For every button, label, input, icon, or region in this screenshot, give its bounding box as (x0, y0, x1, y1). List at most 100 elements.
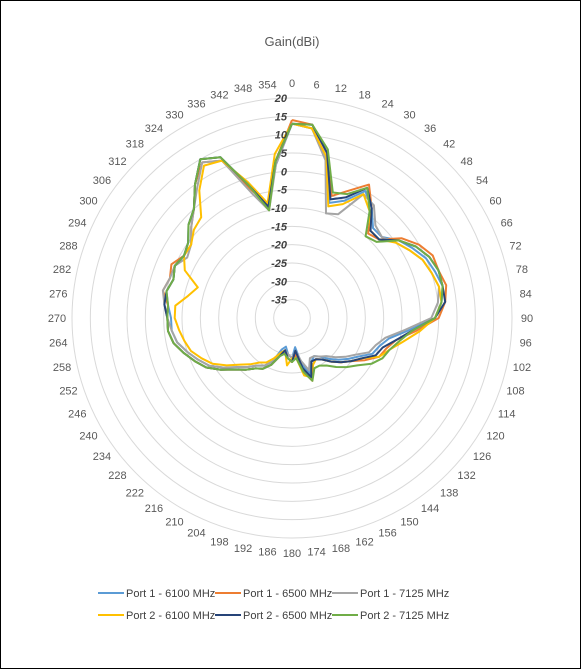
legend-label: Port 1 - 7125 MHz (360, 588, 449, 600)
radial-tick-label: -35 (271, 295, 288, 307)
grid-ring (71, 97, 513, 539)
radial-tick-label: 10 (275, 130, 288, 142)
angular-tick-label: 102 (513, 362, 531, 374)
radial-tick-label: 20 (274, 93, 288, 105)
angular-tick-label: 96 (520, 338, 532, 350)
angular-tick-label: 306 (93, 175, 111, 187)
angular-tick-label: 300 (79, 196, 97, 208)
angular-tick-label: 282 (53, 264, 71, 276)
radial-tick-label: 0 (281, 166, 288, 178)
angular-tick-label: 288 (59, 240, 77, 252)
angular-tick-label: 204 (187, 528, 205, 540)
angular-tick-label: 258 (53, 362, 71, 374)
radial-tick-label: -10 (271, 203, 288, 215)
grid-ring (199, 225, 385, 411)
angular-tick-label: 348 (234, 83, 252, 95)
angular-tick-label: 354 (258, 79, 276, 91)
angular-tick-label: 156 (378, 528, 396, 540)
angular-tick-label: 318 (126, 138, 144, 150)
angular-tick-label: 6 (314, 79, 320, 91)
radial-tick-label: 5 (281, 148, 288, 160)
grid-ring (181, 207, 403, 429)
radial-tick-label: -30 (271, 276, 288, 288)
legend: Port 1 - 6100 MHz Port 1 - 6500 MHz Port 1… (98, 588, 449, 622)
legend-label: Port 1 - 6500 MHz (243, 588, 332, 600)
angular-tick-label: 0 (289, 78, 295, 90)
angular-tick-label: 342 (210, 90, 228, 102)
legend-label: Port 2 - 7125 MHz (360, 610, 449, 622)
angular-tick-label: 246 (68, 409, 86, 421)
angular-tick-label: 228 (108, 470, 126, 482)
radial-tick-label: -25 (271, 258, 288, 270)
angular-tick-label: 180 (283, 548, 301, 560)
angular-tick-label: 114 (498, 409, 516, 421)
angular-tick-label: 126 (473, 451, 491, 463)
legend-label: Port 2 - 6100 MHz (126, 610, 215, 622)
angular-tick-label: 42 (443, 138, 455, 150)
angular-tick-label: 240 (79, 431, 97, 443)
angular-tick-label: 162 (355, 537, 373, 549)
grid-ring (218, 244, 366, 392)
angular-tick-label: 30 (403, 110, 415, 122)
angular-tick-label: 216 (145, 503, 163, 515)
angular-tick-label: 150 (400, 517, 418, 529)
angular-tick-label: 12 (335, 83, 347, 95)
grid-ring (144, 170, 440, 466)
angular-tick-label: 324 (145, 123, 163, 135)
legend-label: Port 2 - 6500 MHz (243, 610, 332, 622)
angular-tick-label: 18 (358, 90, 370, 102)
angular-tick-label: 330 (165, 110, 183, 122)
radial-tick-label: -20 (271, 240, 288, 252)
grid-ring (108, 134, 476, 502)
angular-tick-label: 186 (258, 547, 276, 559)
angular-tick-label: 336 (187, 98, 205, 110)
chart-title: Gain(dBi) (265, 34, 320, 49)
angular-tick-label: 108 (506, 386, 524, 398)
angular-tick-label: 24 (381, 98, 393, 110)
angular-tick-label: 192 (234, 543, 252, 555)
grid-ring (89, 115, 495, 521)
radial-tick-label: 15 (275, 111, 288, 123)
angular-tick-label: 222 (126, 488, 144, 500)
angular-tick-label: 78 (516, 264, 528, 276)
series-line-3 (161, 122, 440, 372)
angular-tick-label: 132 (457, 470, 475, 482)
angular-tick-label: 210 (165, 517, 183, 529)
series-line-6 (165, 122, 444, 382)
angular-tick-label: 54 (476, 175, 488, 187)
grid-ring (273, 299, 311, 337)
angular-tick-label: 120 (486, 431, 504, 443)
grid-ring (126, 152, 458, 484)
angular-tick-label: 294 (68, 217, 86, 229)
angular-tick-label: 90 (521, 313, 533, 325)
angular-tick-label: 174 (307, 547, 325, 559)
grid-ring (236, 262, 348, 374)
angular-tick-label: 198 (210, 537, 228, 549)
grid-ring (163, 189, 421, 447)
angular-tick-label: 60 (489, 196, 501, 208)
angular-tick-label: 72 (509, 240, 521, 252)
angular-tick-label: 36 (424, 123, 436, 135)
angular-tick-label: 66 (501, 217, 513, 229)
polar-grid (71, 97, 513, 539)
grid-ring (254, 280, 330, 356)
angular-tick-label: 264 (49, 338, 67, 350)
radial-tick-label: -15 (271, 221, 288, 233)
angular-tick-label: 234 (93, 451, 111, 463)
angular-tick-label: 312 (108, 156, 126, 168)
angular-tick-label: 276 (49, 288, 67, 300)
legend-label: Port 1 - 6100 MHz (126, 588, 215, 600)
angular-tick-label: 168 (332, 543, 350, 555)
angular-tick-label: 84 (520, 288, 532, 300)
angular-tick-label: 138 (440, 488, 458, 500)
angular-tick-label: 48 (460, 156, 472, 168)
radial-tick-label: -5 (277, 185, 288, 197)
series-layer (161, 119, 448, 382)
angular-tick-label: 252 (59, 386, 77, 398)
radial-tick-labels: 20 15 10 5 0 -5 -10 -15 -20 -25 -30 -35 (271, 93, 288, 307)
angular-tick-label: 270 (48, 313, 66, 325)
angular-tick-label: 144 (421, 503, 439, 515)
